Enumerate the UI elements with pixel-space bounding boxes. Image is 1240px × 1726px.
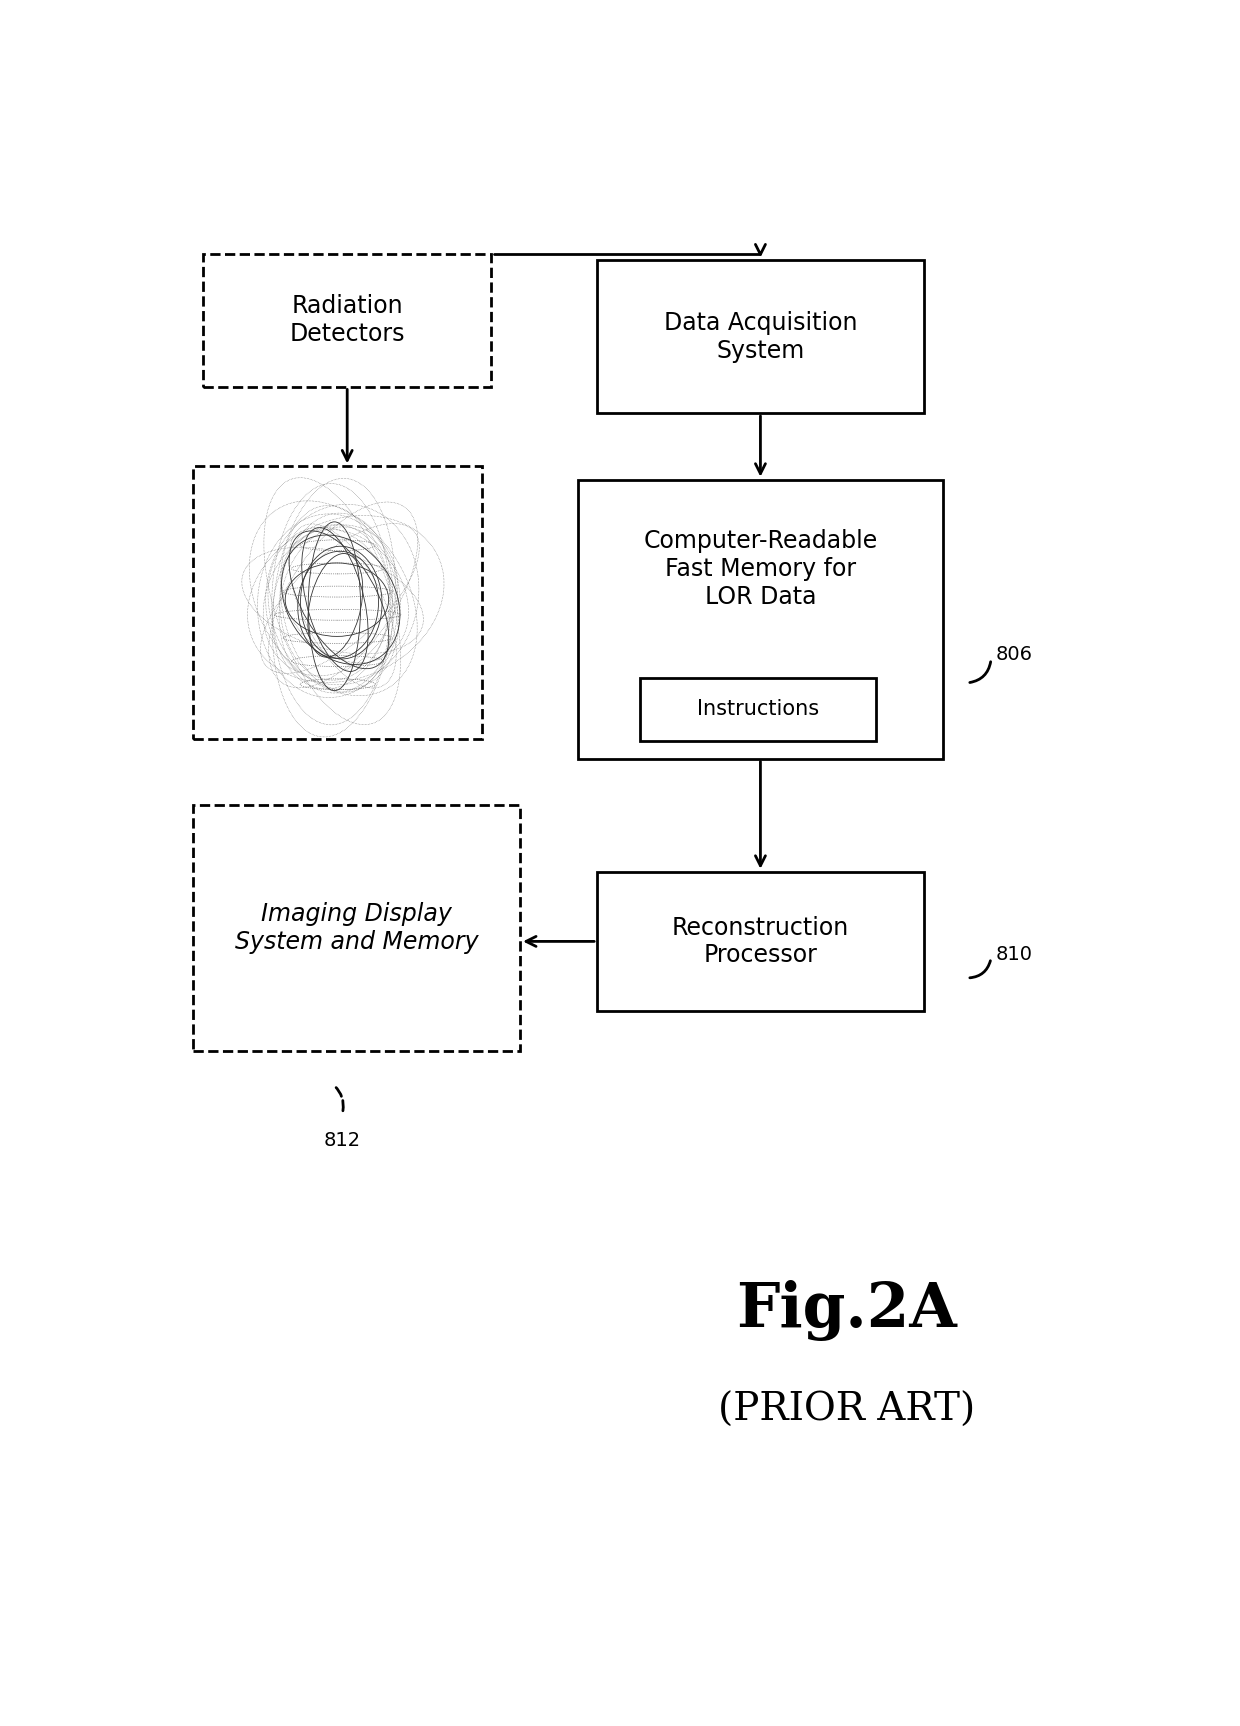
FancyBboxPatch shape — [596, 261, 924, 413]
Text: Fig.2A: Fig.2A — [737, 1279, 957, 1341]
Text: Instructions: Instructions — [697, 699, 820, 720]
FancyBboxPatch shape — [203, 254, 491, 387]
Text: 812: 812 — [324, 1131, 361, 1150]
Text: Computer-Readable
Fast Memory for
LOR Data: Computer-Readable Fast Memory for LOR Da… — [644, 530, 878, 609]
FancyBboxPatch shape — [578, 480, 944, 759]
Text: Radiation
Detectors: Radiation Detectors — [289, 293, 405, 345]
FancyBboxPatch shape — [596, 872, 924, 1011]
FancyBboxPatch shape — [193, 466, 481, 739]
FancyBboxPatch shape — [640, 678, 875, 742]
Text: Imaging Display
System and Memory: Imaging Display System and Memory — [236, 903, 479, 954]
Text: (PRIOR ART): (PRIOR ART) — [718, 1391, 976, 1429]
Text: 810: 810 — [996, 944, 1033, 963]
FancyBboxPatch shape — [193, 806, 521, 1051]
Text: Reconstruction
Processor: Reconstruction Processor — [672, 915, 849, 967]
Text: Data Acquisition
System: Data Acquisition System — [663, 311, 857, 362]
Text: 806: 806 — [996, 646, 1033, 665]
